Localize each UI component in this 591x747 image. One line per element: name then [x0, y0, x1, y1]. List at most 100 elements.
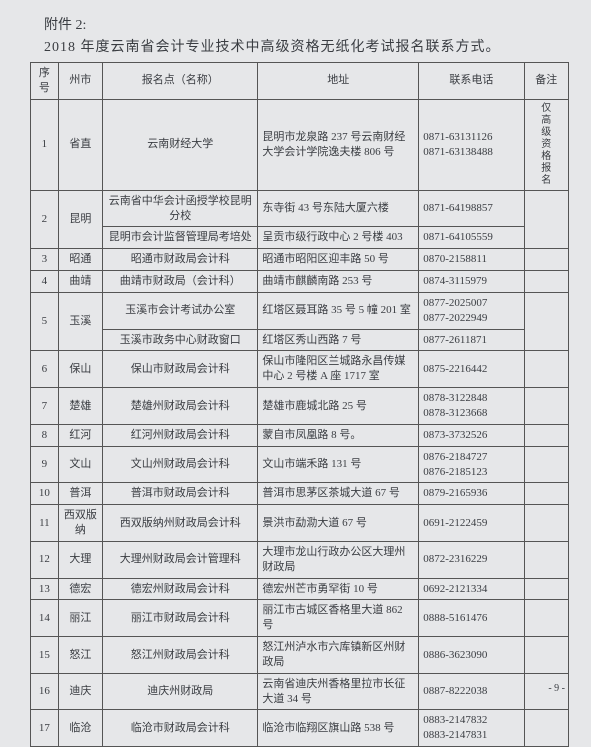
table-row: 12大理大理州财政局会计管理科大理市龙山行政办公区大理州财政局0872-2316… — [31, 541, 569, 578]
cell-city: 楚雄 — [58, 388, 102, 425]
cell-remark: 仅 高 级 资 格 报 名 — [524, 99, 568, 190]
table-row: 14丽江丽江市财政局会计科丽江市古城区香格里大道 862 号0888-51614… — [31, 600, 569, 637]
cell-phone: 0877-2025007 0877-2022949 — [419, 292, 524, 329]
cell-address: 曲靖市麒麟南路 253 号 — [258, 271, 419, 293]
cell-city: 怒江 — [58, 637, 102, 674]
cell-phone: 0887-8222038 — [419, 673, 524, 710]
cell-city: 普洱 — [58, 483, 102, 505]
cell-phone: 0871-64198857 — [419, 190, 524, 227]
cell-remark — [524, 541, 568, 578]
cell-remark — [524, 578, 568, 600]
cell-address: 普洱市思茅区茶城大道 67 号 — [258, 483, 419, 505]
col-header-phone: 联系电话 — [419, 63, 524, 100]
cell-city: 昆明 — [58, 190, 102, 249]
table-row: 13德宏德宏州财政局会计科德宏州芒市勇罕街 10 号0692-2121334 — [31, 578, 569, 600]
cell-point: 迪庆州财政局 — [103, 673, 258, 710]
cell-seq: 15 — [31, 637, 59, 674]
cell-remark — [524, 446, 568, 483]
table-row: 5玉溪玉溪市会计考试办公室红塔区聂耳路 35 号 5 幢 201 室0877-2… — [31, 292, 569, 329]
attachment-label: 附件 2: — [44, 14, 569, 34]
cell-phone: 0874-3115979 — [419, 271, 524, 293]
cell-remark — [524, 600, 568, 637]
table-row: 7楚雄楚雄州财政局会计科楚雄市鹿城北路 25 号0878-3122848 087… — [31, 388, 569, 425]
cell-seq: 4 — [31, 271, 59, 293]
table-row: 16迪庆迪庆州财政局云南省迪庆州香格里拉市长征大道 34 号0887-82220… — [31, 673, 569, 710]
cell-city: 迪庆 — [58, 673, 102, 710]
cell-remark — [524, 483, 568, 505]
cell-point: 文山州财政局会计科 — [103, 446, 258, 483]
table-row: 9文山文山州财政局会计科文山市端禾路 131 号0876-2184727 087… — [31, 446, 569, 483]
page-title: 2018 年度云南省会计专业技术中高级资格无纸化考试报名联系方式。 — [44, 36, 569, 56]
cell-phone: 0877-2611871 — [419, 329, 524, 351]
table-row: 昆明市会计监督管理局考培处呈贡市级行政中心 2 号楼 4030871-64105… — [31, 227, 569, 249]
cell-city: 德宏 — [58, 578, 102, 600]
cell-address: 楚雄市鹿城北路 25 号 — [258, 388, 419, 425]
table-row: 10普洱普洱市财政局会计科普洱市思茅区茶城大道 67 号0879-2165936 — [31, 483, 569, 505]
contact-table: 序号 州市 报名点（名称） 地址 联系电话 备注 1省直云南财经大学昆明市龙泉路… — [30, 62, 569, 747]
table-row: 2昆明云南省中华会计函授学校昆明分校东寺街 43 号东陆大厦六楼0871-641… — [31, 190, 569, 227]
cell-city: 临沧 — [58, 710, 102, 747]
cell-phone: 0878-3122848 0878-3123668 — [419, 388, 524, 425]
cell-address: 东寺街 43 号东陆大厦六楼 — [258, 190, 419, 227]
cell-remark — [524, 292, 568, 351]
cell-remark — [524, 505, 568, 542]
cell-phone: 0883-2147832 0883-2147831 — [419, 710, 524, 747]
cell-phone: 0870-2158811 — [419, 249, 524, 271]
cell-seq: 5 — [31, 292, 59, 351]
table-row: 6保山保山市财政局会计科保山市隆阳区兰城路永昌传媒中心 2 号楼 A 座 171… — [31, 351, 569, 388]
table-row: 17临沧临沧市财政局会计科临沧市临翔区旗山路 538 号0883-2147832… — [31, 710, 569, 747]
cell-address: 景洪市勐泐大道 67 号 — [258, 505, 419, 542]
cell-point: 临沧市财政局会计科 — [103, 710, 258, 747]
cell-seq: 1 — [31, 99, 59, 190]
cell-address: 蒙自市凤凰路 8 号。 — [258, 424, 419, 446]
cell-phone: 0691-2122459 — [419, 505, 524, 542]
cell-seq: 11 — [31, 505, 59, 542]
cell-seq: 12 — [31, 541, 59, 578]
table-row: 11西双版纳西双版纳州财政局会计科景洪市勐泐大道 67 号0691-212245… — [31, 505, 569, 542]
cell-address: 大理市龙山行政办公区大理州财政局 — [258, 541, 419, 578]
cell-remark — [524, 351, 568, 388]
cell-seq: 8 — [31, 424, 59, 446]
cell-point: 西双版纳州财政局会计科 — [103, 505, 258, 542]
cell-phone: 0872-2316229 — [419, 541, 524, 578]
table-row: 1省直云南财经大学昆明市龙泉路 237 号云南财经大学会计学院逸夫楼 806 号… — [31, 99, 569, 190]
cell-point: 怒江州财政局会计科 — [103, 637, 258, 674]
cell-address: 昆明市龙泉路 237 号云南财经大学会计学院逸夫楼 806 号 — [258, 99, 419, 190]
cell-remark — [524, 710, 568, 747]
cell-point: 普洱市财政局会计科 — [103, 483, 258, 505]
cell-seq: 6 — [31, 351, 59, 388]
cell-phone: 0888-5161476 — [419, 600, 524, 637]
cell-remark — [524, 388, 568, 425]
table-row: 8红河红河州财政局会计科蒙自市凤凰路 8 号。0873-3732526 — [31, 424, 569, 446]
cell-point: 保山市财政局会计科 — [103, 351, 258, 388]
cell-seq: 3 — [31, 249, 59, 271]
col-header-point: 报名点（名称） — [103, 63, 258, 100]
cell-phone: 0871-63131126 0871-63138488 — [419, 99, 524, 190]
cell-address: 红塔区聂耳路 35 号 5 幢 201 室 — [258, 292, 419, 329]
cell-phone: 0886-3623090 — [419, 637, 524, 674]
cell-city: 玉溪 — [58, 292, 102, 351]
cell-phone: 0875-2216442 — [419, 351, 524, 388]
cell-city: 省直 — [58, 99, 102, 190]
cell-address: 红塔区秀山西路 7 号 — [258, 329, 419, 351]
cell-phone: 0692-2121334 — [419, 578, 524, 600]
cell-address: 丽江市古城区香格里大道 862 号 — [258, 600, 419, 637]
cell-city: 红河 — [58, 424, 102, 446]
cell-point: 玉溪市政务中心财政窗口 — [103, 329, 258, 351]
cell-city: 昭通 — [58, 249, 102, 271]
cell-point: 大理州财政局会计管理科 — [103, 541, 258, 578]
cell-seq: 7 — [31, 388, 59, 425]
cell-seq: 17 — [31, 710, 59, 747]
cell-point: 楚雄州财政局会计科 — [103, 388, 258, 425]
cell-point: 昭通市财政局会计科 — [103, 249, 258, 271]
cell-seq: 10 — [31, 483, 59, 505]
cell-remark — [524, 271, 568, 293]
cell-seq: 14 — [31, 600, 59, 637]
cell-city: 丽江 — [58, 600, 102, 637]
page-number: - 9 - — [548, 683, 565, 694]
cell-point: 昆明市会计监督管理局考培处 — [103, 227, 258, 249]
cell-address: 临沧市临翔区旗山路 538 号 — [258, 710, 419, 747]
cell-point: 曲靖市财政局（会计科） — [103, 271, 258, 293]
table-header-row: 序号 州市 报名点（名称） 地址 联系电话 备注 — [31, 63, 569, 100]
cell-remark — [524, 190, 568, 249]
